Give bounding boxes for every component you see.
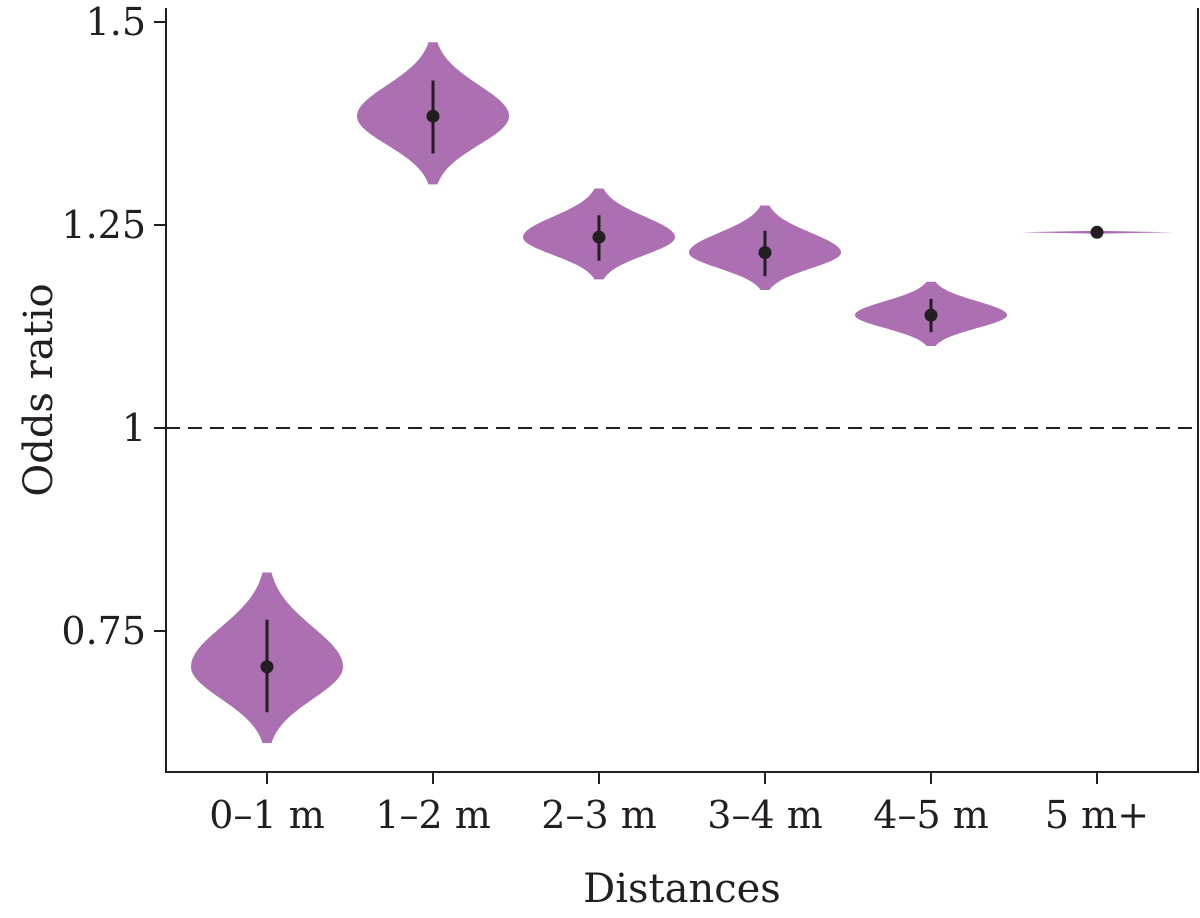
median-point-5 (924, 308, 938, 322)
y-tick-label: 1.5 (86, 0, 146, 44)
median-point-4 (758, 246, 772, 260)
plot-frame (165, 8, 1199, 773)
median-point-6 (1090, 225, 1104, 239)
x-tick-label: 3–4 m (707, 793, 822, 837)
x-tick-label: 5 m+ (1045, 793, 1149, 837)
x-tick-label: 0–1 m (209, 793, 324, 837)
y-ticks: 0.75 1 1.25 1.5 (61, 0, 166, 653)
median-point-2 (426, 109, 440, 123)
y-tick-label: 1 (122, 406, 146, 450)
y-tick-label: 0.75 (61, 609, 146, 653)
plot-area (166, 42, 1198, 744)
median-point-3 (592, 230, 606, 244)
y-axis-title: Odds ratio (16, 283, 62, 496)
x-tick-label: 4–5 m (873, 793, 988, 837)
x-tick-label: 2–3 m (541, 793, 656, 837)
x-axis-title: Distances (583, 866, 781, 912)
x-tick-label: 1–2 m (375, 793, 490, 837)
x-ticks: 0–1 m 1–2 m 2–3 m 3–4 m 4–5 m 5 m+ (209, 772, 1149, 837)
y-tick-label: 1.25 (61, 203, 146, 247)
axes (165, 8, 1199, 773)
median-point-1 (260, 660, 274, 674)
